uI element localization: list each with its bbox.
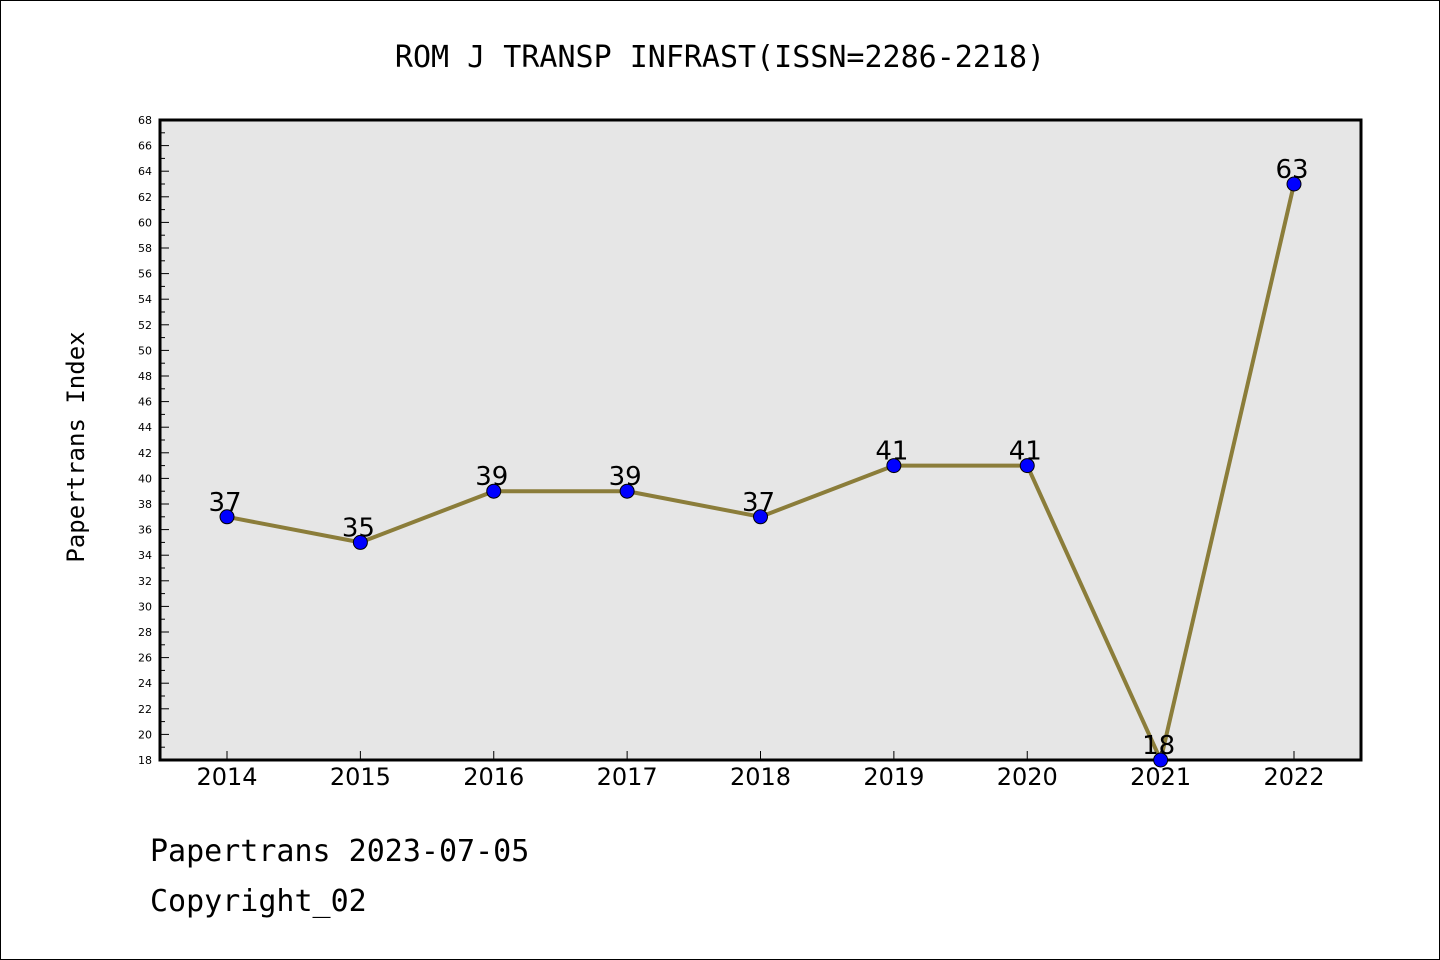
y-tick-label: 54 (138, 293, 152, 306)
y-tick-label: 44 (138, 421, 152, 434)
data-label: 37 (742, 488, 775, 518)
data-point (1153, 752, 1169, 768)
data-label: 18 (1142, 731, 1175, 761)
y-tick-label: 52 (138, 319, 152, 332)
data-point (219, 509, 235, 525)
y-tick-label: 38 (138, 498, 152, 511)
y-tick-label: 28 (138, 626, 152, 639)
y-tick-label: 40 (138, 472, 152, 485)
data-label: 63 (1275, 155, 1308, 185)
data-label: 41 (875, 437, 908, 467)
y-tick-label: 18 (138, 754, 152, 767)
y-tick-label: 46 (138, 396, 152, 409)
x-tick-label: 2015 (330, 763, 391, 791)
x-tick-label: 2017 (597, 763, 658, 791)
y-tick-label: 24 (138, 677, 152, 690)
x-tick-label: 2022 (1263, 763, 1324, 791)
data-label: 35 (342, 513, 375, 543)
data-point (486, 483, 502, 499)
data-point (619, 483, 635, 499)
y-axis-label: Papertrans Index (62, 331, 90, 562)
footer-copyright: Copyright_02 (150, 884, 367, 919)
y-tick-label: 50 (138, 344, 152, 357)
x-tick-label: 2014 (196, 763, 257, 791)
y-tick-label: 66 (138, 140, 152, 153)
y-tick-label: 36 (138, 524, 152, 537)
plot-area (158, 118, 1363, 762)
y-tick-label: 26 (138, 652, 152, 665)
chart-title: ROM J TRANSP INFRAST(ISSN=2286-2218) (395, 40, 1045, 75)
y-tick-label: 34 (138, 549, 152, 562)
y-tick-label: 48 (138, 370, 152, 383)
data-point (352, 534, 368, 550)
y-tick-label: 62 (138, 191, 152, 204)
y-axis: 18 20 22 24 26 28 30 32 34 36 38 40 42 44 46 48 50 52 54 56… (138, 114, 169, 767)
y-tick-label: 64 (138, 165, 152, 178)
data-labels: 37 35 39 39 37 41 41 18 63 (208, 155, 1308, 761)
data-point (886, 458, 902, 474)
footer-date: Papertrans 2023-07-05 (150, 834, 530, 869)
y-tick-label: 20 (138, 728, 152, 741)
x-tick-label: 2020 (997, 763, 1058, 791)
y-tick-label: 58 (138, 242, 152, 255)
data-label: 37 (208, 488, 241, 518)
x-tick-label: 2018 (730, 763, 791, 791)
data-label: 39 (475, 462, 508, 492)
y-tick-label: 56 (138, 268, 152, 281)
data-label: 41 (1009, 437, 1042, 467)
y-tick-label: 60 (138, 216, 152, 229)
y-tick-label: 42 (138, 447, 152, 460)
x-tick-label: 2019 (863, 763, 924, 791)
data-point (1019, 458, 1035, 474)
x-tick-label: 2021 (1130, 763, 1191, 791)
y-tick-label: 68 (138, 114, 152, 127)
y-tick-label: 32 (138, 575, 152, 588)
data-label: 39 (609, 462, 642, 492)
data-point (1286, 176, 1302, 192)
x-axis: 2014 2015 2016 2017 2018 2019 2020 2021 2022 (196, 751, 1325, 791)
data-point (753, 509, 768, 525)
y-tick-label: 22 (138, 703, 152, 716)
y-tick-label: 30 (138, 600, 152, 613)
series-index (219, 176, 1302, 768)
x-tick-label: 2016 (463, 763, 524, 791)
